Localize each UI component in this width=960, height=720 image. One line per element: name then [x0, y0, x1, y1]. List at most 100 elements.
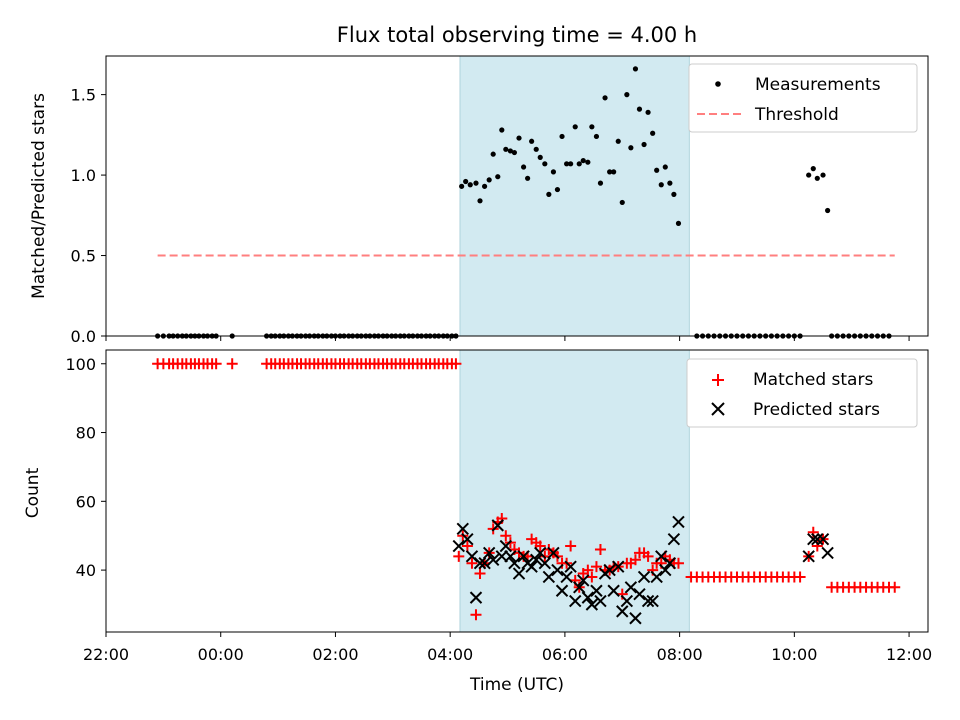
bottom-legend: Matched stars Predicted stars	[686, 358, 918, 428]
measurement-point	[675, 220, 682, 226]
predicted-star-point	[486, 553, 500, 566]
bottom-y-tick-label: 40	[76, 561, 96, 580]
measurement-point	[554, 186, 561, 193]
predicted-star-point	[542, 570, 556, 584]
measurement-point	[525, 175, 531, 181]
measurement-point	[559, 133, 565, 140]
predicted-star-point	[650, 570, 663, 584]
legend-predicted-marker	[711, 402, 725, 416]
measurement-point	[615, 138, 621, 144]
measurement-point	[576, 161, 582, 167]
measurement-point	[825, 207, 831, 214]
measurement-point	[619, 199, 625, 206]
legend-matched-label: Matched stars	[753, 370, 873, 390]
measurement-point	[662, 164, 668, 170]
predicted-star-point	[569, 594, 582, 608]
predicted-star-point	[469, 591, 483, 604]
legend-threshold-label: Threshold	[754, 105, 839, 125]
measurement-point	[533, 146, 539, 152]
predicted-star-point	[612, 560, 625, 573]
predicted-star-point	[538, 557, 552, 570]
measurement-point	[477, 198, 483, 204]
matched-star-point	[642, 550, 654, 562]
measurement-point	[459, 183, 465, 189]
measurement-point	[564, 161, 570, 167]
measurement-point	[481, 183, 488, 189]
x-tick-label: 04:00	[427, 645, 473, 664]
predicted-star-point	[530, 553, 543, 566]
predicted-star-point	[811, 532, 824, 546]
predicted-star-point	[585, 598, 599, 611]
measurement-point	[593, 133, 600, 140]
bottom-axes-frame	[105, 349, 929, 633]
predicted-star-point	[616, 605, 629, 618]
measurement-point	[597, 180, 604, 186]
x-tick-label: 12:00	[886, 645, 932, 664]
predicted-star-point	[512, 567, 526, 580]
predicted-stars-points	[452, 515, 834, 625]
matched-star-point	[672, 557, 684, 569]
predicted-star-point	[555, 584, 569, 597]
matched-star-point	[594, 543, 606, 555]
predicted-star-point	[482, 546, 496, 560]
matched-star-point	[453, 550, 465, 562]
measurement-point	[499, 127, 505, 133]
measurement-point	[654, 167, 660, 173]
bottom-y-ticks: 40 60 80 100	[65, 355, 106, 580]
measurement-point	[467, 182, 473, 188]
predicted-star-point	[802, 550, 815, 563]
measurement-point	[529, 138, 535, 144]
predicted-star-point	[655, 550, 668, 563]
matched-star-point	[534, 540, 546, 552]
predicted-star-point	[603, 563, 616, 577]
legend-measurements-label: Measurements	[755, 75, 881, 95]
predicted-star-point	[560, 570, 573, 584]
bottom-shaded-interval	[459, 349, 690, 633]
measurement-point	[650, 130, 656, 136]
predicted-star-point	[456, 522, 470, 536]
measurement-point	[820, 172, 826, 178]
legend-measurement-marker	[715, 81, 721, 87]
matched-star-point	[590, 561, 602, 573]
predicted-star-point	[577, 574, 590, 587]
predicted-star-point	[478, 557, 491, 570]
measurement-point	[463, 178, 469, 185]
predicted-star-point	[646, 594, 659, 608]
bottom-x-ticks: 22:00 00:00 02:00 04:00 06:00 08:00 10:00 12:00	[83, 632, 932, 664]
measurement-point	[602, 95, 608, 101]
measurement-point	[810, 166, 816, 172]
measurement-point	[632, 66, 639, 72]
matched-stars-points	[152, 358, 901, 621]
top-y-ticks: 0.0 0.5 1.0 1.5	[71, 86, 106, 346]
x-tick-label: 00:00	[198, 645, 244, 664]
figure-title: Flux total observing time = 4.00 h	[337, 23, 697, 47]
predicted-star-point	[633, 587, 646, 601]
predicted-star-point	[821, 546, 834, 560]
measurement-point	[511, 149, 518, 156]
measurement-point	[624, 92, 630, 98]
matched-star-point	[466, 557, 478, 569]
measurement-point	[516, 135, 522, 141]
top-shaded-interval	[459, 55, 690, 337]
measurement-point	[550, 169, 557, 175]
measurement-point	[473, 180, 479, 186]
predicted-star-point	[663, 557, 677, 570]
legend-predicted-label: Predicted stars	[753, 400, 880, 420]
top-legend: Measurements Threshold	[688, 63, 918, 133]
measurement-point	[814, 175, 820, 181]
measurement-point	[546, 191, 552, 197]
predicted-star-point	[473, 557, 487, 570]
x-tick-label: 08:00	[657, 645, 703, 664]
bottom-y-axis-label: Count	[23, 467, 43, 518]
predicted-star-point	[624, 581, 638, 594]
matched-star-point	[586, 571, 598, 583]
measurement-point	[658, 182, 664, 188]
predicted-star-point	[517, 550, 530, 563]
bottom-y-tick-label: 80	[76, 424, 96, 443]
measurement-point	[611, 169, 617, 175]
predicted-star-point	[594, 594, 607, 608]
bottom-y-tick-label: 60	[76, 492, 96, 511]
measurement-point	[537, 154, 543, 160]
matched-star-point	[461, 540, 473, 552]
top-y-tick-label: 1.5	[71, 86, 96, 105]
